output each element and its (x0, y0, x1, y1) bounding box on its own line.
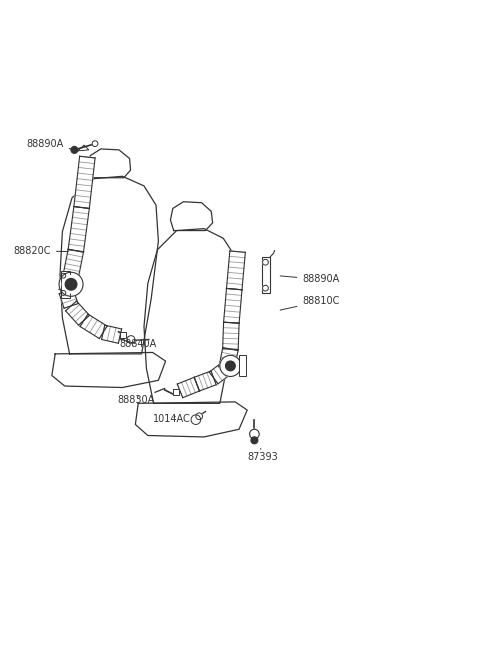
Text: 88890A: 88890A (280, 274, 340, 284)
Circle shape (92, 141, 98, 147)
Polygon shape (194, 371, 216, 391)
Circle shape (71, 147, 78, 153)
Polygon shape (209, 362, 231, 384)
Polygon shape (227, 251, 245, 290)
Circle shape (263, 286, 268, 291)
Bar (239, 356, 246, 377)
Text: 88820C: 88820C (13, 246, 68, 255)
Circle shape (196, 413, 203, 420)
Polygon shape (66, 301, 89, 326)
Text: 87393: 87393 (247, 449, 278, 462)
Circle shape (127, 335, 135, 343)
Circle shape (250, 429, 259, 439)
Bar (262, 257, 270, 293)
Circle shape (191, 415, 201, 424)
Bar (173, 390, 179, 395)
Polygon shape (135, 402, 247, 437)
Polygon shape (63, 249, 84, 276)
Circle shape (220, 356, 241, 377)
Text: 88840A: 88840A (119, 339, 156, 349)
Circle shape (263, 259, 268, 265)
Text: 1014AC: 1014AC (153, 414, 191, 424)
Text: 88810C: 88810C (280, 296, 340, 310)
Polygon shape (80, 314, 107, 339)
Bar (120, 332, 126, 338)
Polygon shape (219, 348, 238, 370)
Circle shape (59, 272, 83, 296)
Circle shape (62, 276, 80, 293)
Polygon shape (223, 322, 239, 349)
Circle shape (226, 361, 235, 371)
Polygon shape (60, 176, 158, 354)
Bar (61, 271, 70, 298)
Polygon shape (52, 352, 166, 388)
Circle shape (65, 278, 77, 290)
Polygon shape (224, 288, 242, 324)
Polygon shape (74, 156, 95, 208)
Polygon shape (177, 377, 200, 398)
Polygon shape (59, 272, 78, 293)
Circle shape (223, 358, 238, 373)
Polygon shape (59, 289, 78, 309)
Text: 88830A: 88830A (118, 396, 155, 405)
Polygon shape (88, 149, 131, 178)
Polygon shape (68, 206, 89, 252)
Circle shape (251, 437, 258, 443)
Polygon shape (144, 229, 239, 403)
Polygon shape (102, 325, 121, 343)
Polygon shape (170, 202, 213, 231)
Text: 88890A: 88890A (26, 139, 71, 149)
